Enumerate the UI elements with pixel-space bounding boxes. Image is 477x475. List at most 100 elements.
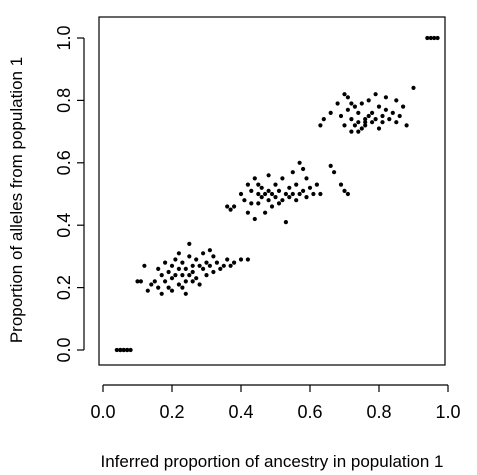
data-point bbox=[118, 347, 123, 353]
x-tick-label: 0.0 bbox=[90, 402, 115, 422]
data-point bbox=[380, 120, 385, 125]
data-point bbox=[121, 347, 126, 353]
data-point bbox=[373, 92, 378, 97]
data-point bbox=[256, 191, 261, 197]
data-point bbox=[218, 266, 223, 271]
data-point bbox=[283, 220, 288, 225]
data-point bbox=[256, 182, 261, 187]
data-point bbox=[204, 260, 209, 265]
data-point bbox=[232, 204, 237, 209]
data-point bbox=[201, 266, 206, 271]
data-point bbox=[228, 207, 233, 212]
data-point bbox=[376, 126, 382, 131]
y-tick-label: 0.0 bbox=[54, 337, 74, 362]
data-point bbox=[290, 170, 295, 175]
data-point bbox=[249, 201, 254, 206]
data-point bbox=[345, 95, 350, 100]
x-tick-label: 0.8 bbox=[366, 402, 391, 422]
data-point bbox=[411, 85, 416, 90]
plot-area-border bbox=[98, 16, 446, 366]
data-point bbox=[194, 276, 199, 281]
x-axis: 0.0 0.2 0.4 0.6 0.8 1.0 bbox=[90, 384, 461, 422]
data-point bbox=[349, 129, 354, 134]
data-point bbox=[397, 113, 402, 119]
data-point bbox=[366, 98, 371, 103]
data-point bbox=[211, 269, 216, 275]
y-axis: 0.0 0.2 0.4 0.6 0.8 1.0 bbox=[54, 25, 85, 363]
data-point bbox=[238, 191, 244, 197]
data-point bbox=[366, 113, 371, 119]
data-point bbox=[187, 254, 192, 259]
data-point bbox=[273, 195, 278, 200]
data-point bbox=[276, 188, 282, 193]
data-point bbox=[259, 185, 264, 190]
y-axis-title: Proportion of alleles from population 1 bbox=[7, 57, 26, 343]
data-point bbox=[404, 123, 409, 128]
data-point bbox=[135, 279, 140, 284]
data-point bbox=[373, 117, 378, 122]
data-point bbox=[183, 266, 188, 271]
data-point bbox=[328, 110, 333, 115]
data-point bbox=[190, 263, 195, 268]
data-point bbox=[259, 195, 264, 200]
data-point bbox=[401, 104, 406, 109]
data-point bbox=[156, 285, 161, 290]
data-point bbox=[163, 260, 168, 265]
x-tick-label: 0.4 bbox=[228, 402, 253, 422]
x-tick-label: 1.0 bbox=[435, 402, 460, 422]
data-point bbox=[345, 191, 350, 197]
data-point bbox=[363, 123, 368, 128]
data-point bbox=[363, 117, 368, 122]
data-point bbox=[159, 291, 164, 296]
data-point bbox=[252, 176, 257, 181]
data-point bbox=[190, 269, 195, 275]
data-point bbox=[176, 266, 181, 271]
y-tick-label: 0.8 bbox=[54, 88, 74, 113]
data-point bbox=[180, 273, 185, 278]
data-point bbox=[307, 185, 313, 190]
data-point bbox=[321, 117, 326, 122]
data-point bbox=[263, 191, 268, 197]
data-point bbox=[269, 204, 275, 209]
data-point bbox=[201, 251, 206, 256]
data-point bbox=[370, 110, 375, 115]
data-point bbox=[314, 182, 319, 187]
data-point bbox=[159, 273, 164, 278]
data-point bbox=[356, 110, 361, 115]
data-point bbox=[166, 269, 171, 275]
data-point bbox=[242, 198, 247, 203]
data-point bbox=[138, 279, 143, 284]
data-point bbox=[214, 260, 219, 265]
data-point bbox=[352, 104, 357, 109]
data-point bbox=[187, 273, 192, 278]
data-point bbox=[394, 120, 399, 125]
data-point bbox=[194, 257, 199, 262]
data-point bbox=[266, 188, 271, 193]
data-point bbox=[232, 260, 237, 265]
data-point bbox=[297, 160, 302, 165]
data-point bbox=[163, 279, 168, 284]
data-point bbox=[297, 191, 302, 197]
data-point bbox=[338, 182, 344, 187]
y-tick-label: 0.2 bbox=[54, 275, 74, 300]
data-point bbox=[180, 285, 185, 290]
data-point bbox=[301, 188, 306, 193]
data-point bbox=[152, 279, 157, 284]
data-point bbox=[245, 257, 250, 262]
data-point bbox=[204, 273, 209, 278]
data-point bbox=[169, 263, 175, 268]
data-point bbox=[428, 35, 433, 41]
data-point bbox=[169, 288, 175, 293]
data-point bbox=[176, 251, 181, 256]
data-point bbox=[380, 113, 385, 119]
data-point bbox=[332, 170, 337, 175]
data-point bbox=[197, 263, 202, 268]
data-point bbox=[173, 257, 178, 262]
data-point bbox=[290, 191, 295, 197]
data-point bbox=[294, 182, 299, 187]
data-point bbox=[211, 254, 216, 259]
y-tick-label: 0.6 bbox=[54, 150, 74, 175]
data-point bbox=[318, 191, 323, 197]
data-point bbox=[166, 285, 171, 290]
data-point bbox=[383, 107, 388, 112]
